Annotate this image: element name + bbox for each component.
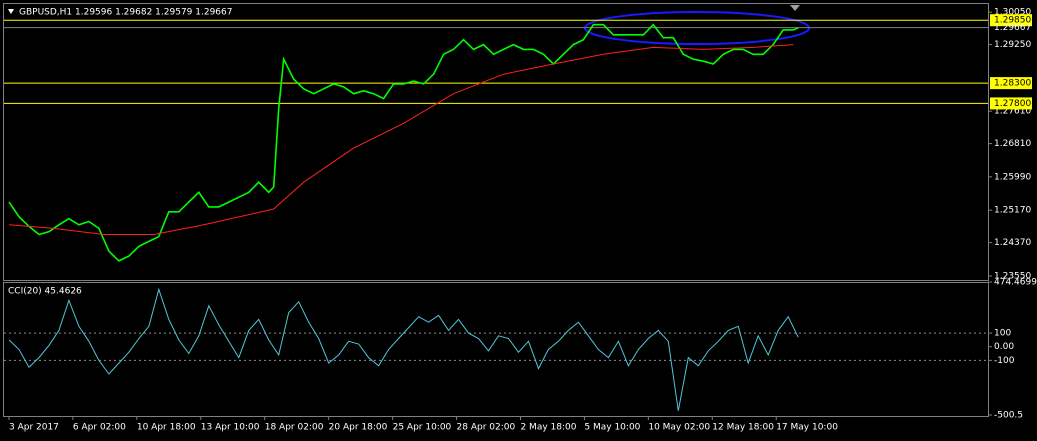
x-tick-label: 10 Apr 18:00 (137, 423, 196, 433)
series-line (8, 23, 799, 262)
y-tick-label: -100 (994, 356, 1015, 366)
indicator-title: CCI(20) 45.4626 (8, 287, 82, 297)
x-tick-label: 20 Apr 18:00 (329, 423, 388, 433)
y-tick-label: 1.27610 (994, 107, 1031, 117)
y-tick-label: 100 (994, 329, 1011, 339)
chart-title: GBPUSD,H1 1.29596 1.29682 1.29579 1.2966… (19, 8, 232, 18)
y-tick-label: 1.23550 (994, 271, 1031, 281)
x-tick-label: 2 May 18:00 (520, 423, 576, 433)
y-tick-label: 1.30050 (994, 8, 1031, 18)
price-label-box (990, 14, 1032, 27)
y-tick-label: 1.25990 (994, 172, 1031, 182)
price-label-box (990, 77, 1032, 90)
series-line (8, 287, 799, 411)
x-tick-label: 12 May 18:00 (712, 423, 774, 433)
price-label-box (990, 97, 1032, 110)
x-tick-label: 6 Apr 02:00 (73, 423, 126, 433)
shift-marker (790, 5, 800, 11)
y-tick-label: 1.29250 (994, 40, 1031, 50)
price-label: 1.29667 (994, 23, 1031, 33)
price-panel (3, 3, 989, 281)
x-tick-label: 3 Apr 2017 (9, 423, 59, 433)
x-tick-label: 10 May 02:00 (648, 423, 710, 433)
x-tick-label: 5 May 10:00 (584, 423, 640, 433)
y-tick-label: 1.26810 (994, 139, 1031, 149)
y-tick-label: -500.5 (994, 411, 1023, 421)
series-line (8, 44, 794, 235)
x-tick-label: 28 Apr 02:00 (457, 423, 516, 433)
x-tick-label: 17 May 10:00 (776, 423, 838, 433)
cci-panel (3, 282, 989, 417)
price-label: 1.29850 (994, 16, 1031, 26)
y-tick-label: 1.24370 (994, 238, 1031, 248)
x-tick-label: 25 Apr 10:00 (393, 423, 452, 433)
y-tick-label: 1.25170 (994, 206, 1031, 216)
y-tick-label: 0.00 (994, 342, 1014, 352)
x-tick-label: 18 Apr 02:00 (265, 423, 324, 433)
x-tick-label: 13 Apr 10:00 (201, 423, 260, 433)
price-label: 1.27800 (994, 99, 1031, 109)
price-label: 1.28300 (994, 79, 1031, 89)
menu-triangle (8, 9, 14, 14)
y-tick-label: 474.4699 (994, 278, 1037, 288)
